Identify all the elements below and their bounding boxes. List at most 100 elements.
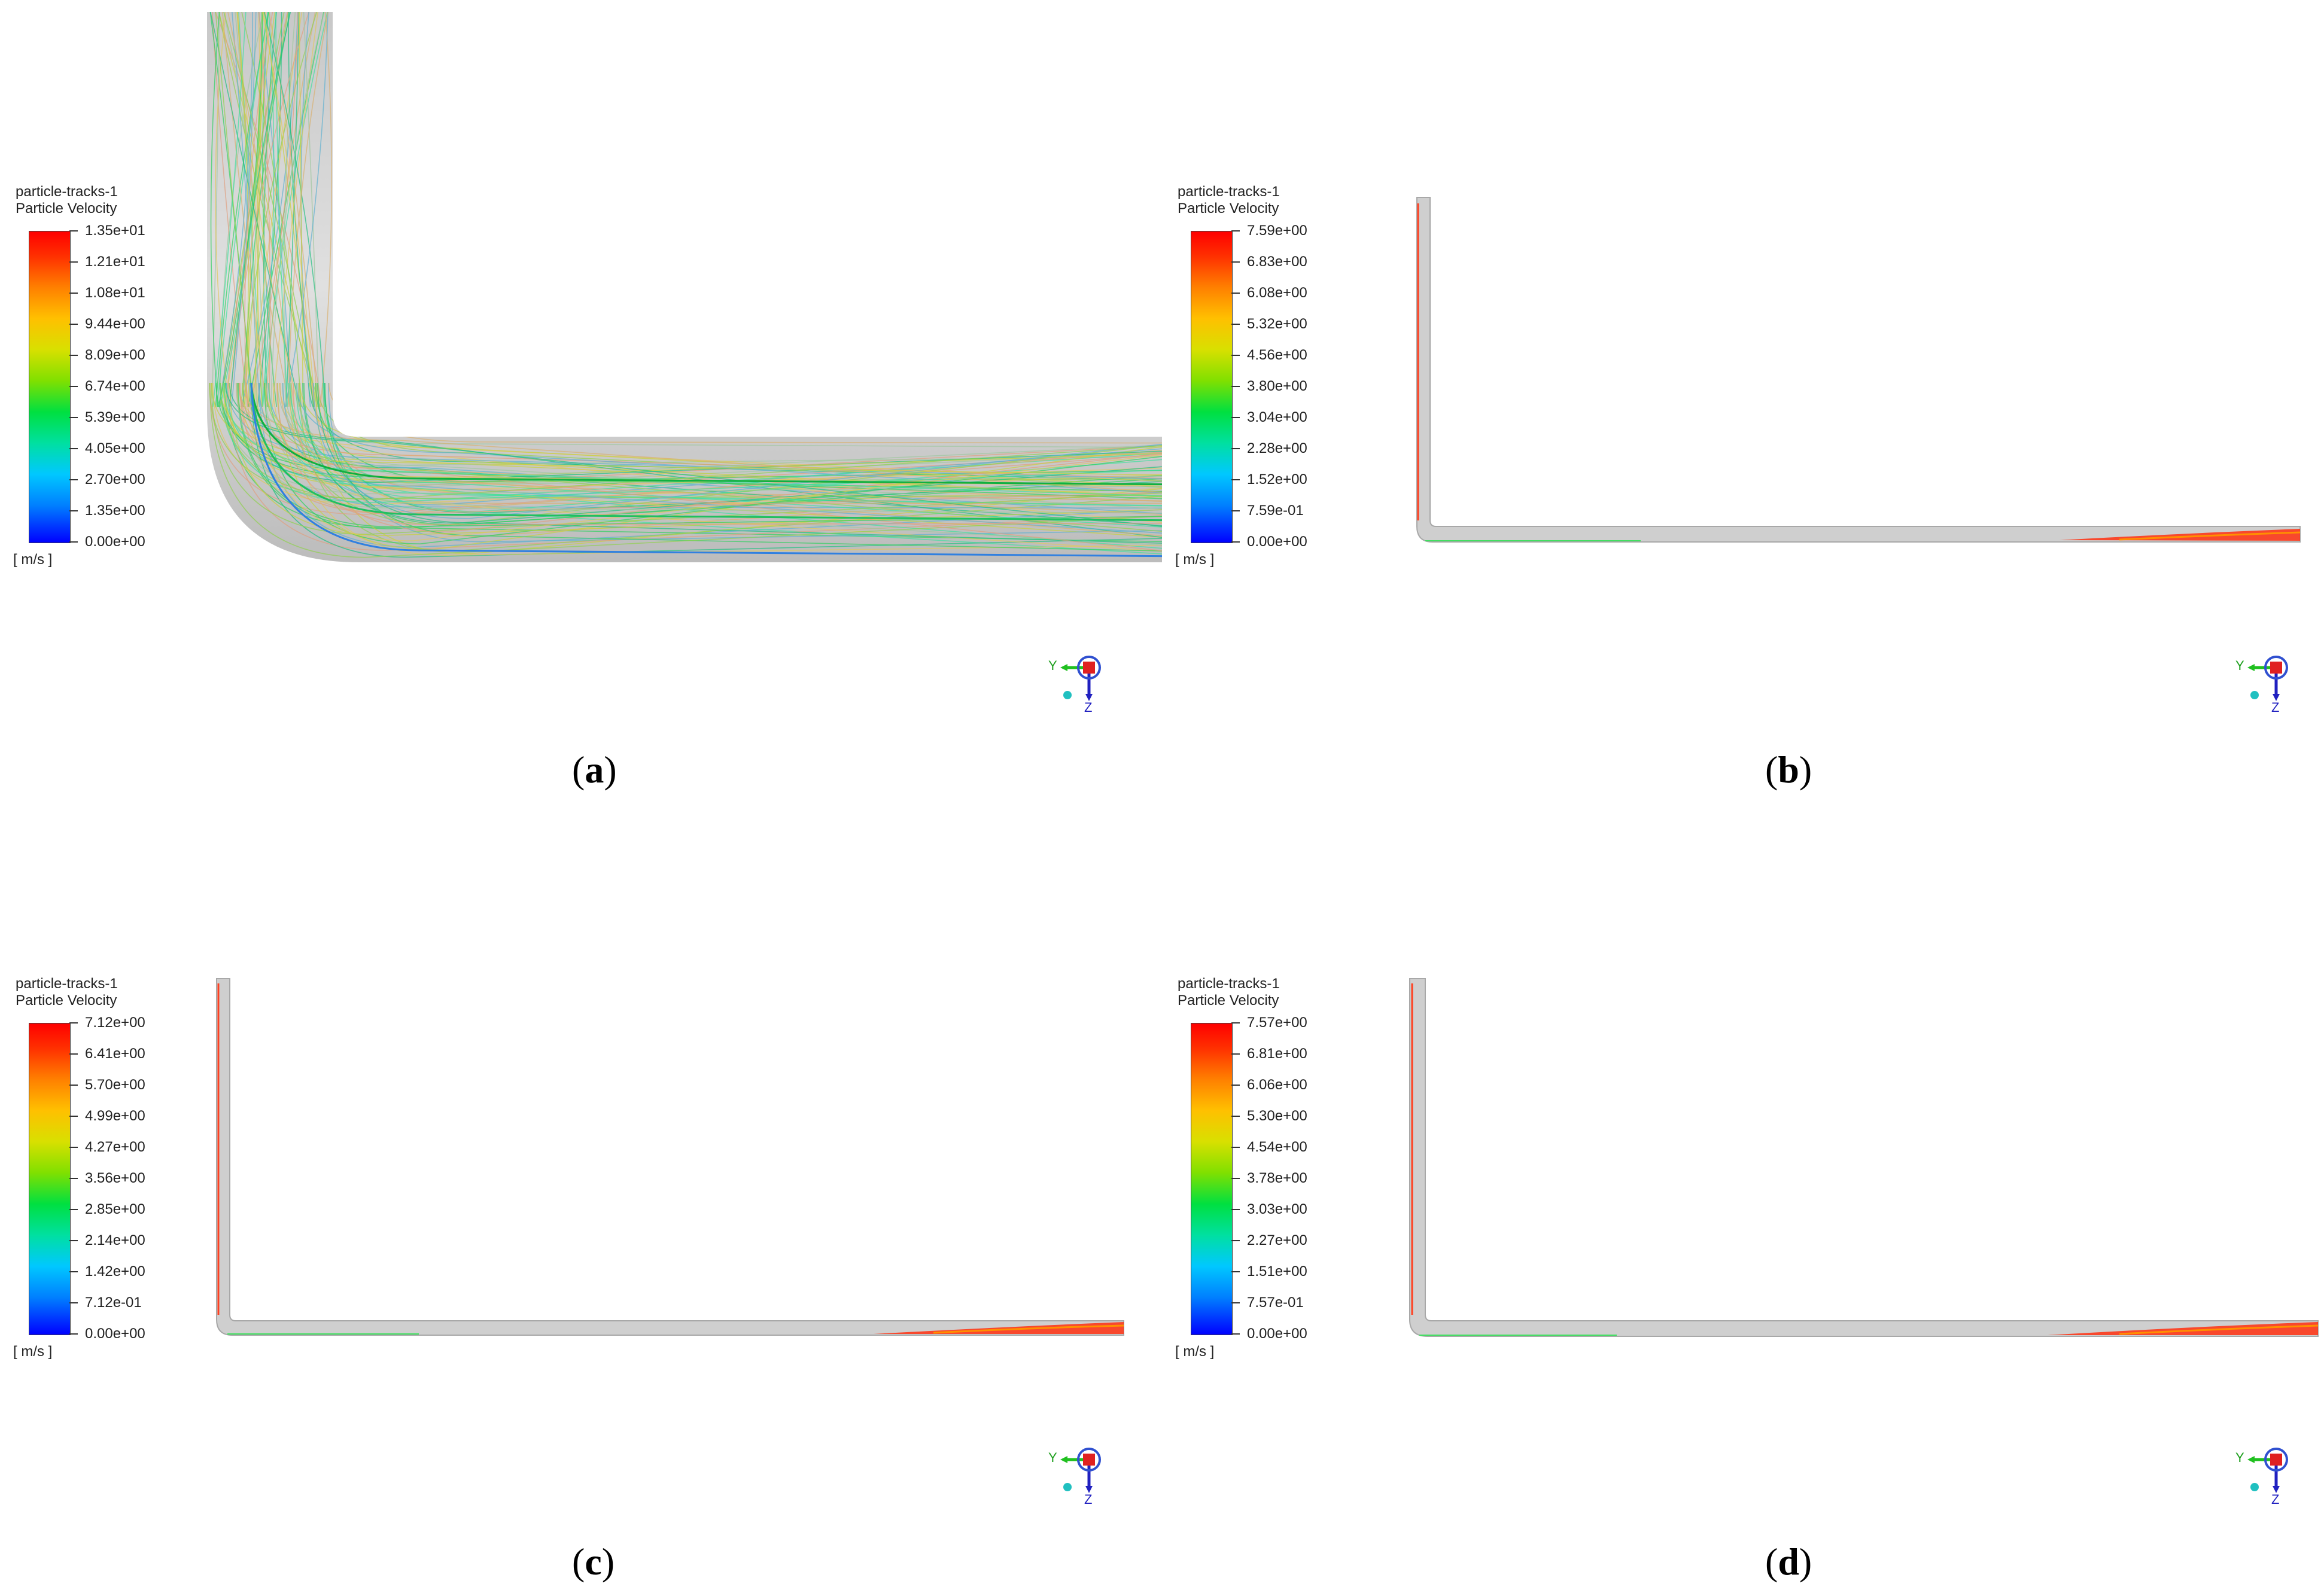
particle-tracks xyxy=(209,12,1162,558)
particle-track xyxy=(226,382,1162,480)
caption-letter: d xyxy=(1778,1540,1799,1583)
particle-track xyxy=(218,12,263,407)
legend-title: particle-tracks-1 xyxy=(1178,184,1280,200)
colorbar-tick-label: 9.44e+00 xyxy=(85,316,145,332)
colorbar-tick-label: 7.57e-01 xyxy=(1247,1294,1304,1311)
legend-variable: Particle Velocity xyxy=(1178,200,1279,217)
colorbar-tick-label: 5.32e+00 xyxy=(1247,316,1307,332)
colorbar-tick-label: 5.39e+00 xyxy=(85,409,145,425)
colorbar-tick xyxy=(1231,1271,1240,1272)
colorbar xyxy=(29,231,71,543)
caption-paren-open: ( xyxy=(572,1540,585,1583)
particle-track xyxy=(238,382,1162,480)
colorbar-tick-label: 2.27e+00 xyxy=(1247,1232,1307,1248)
colorbar-tick-label: 3.78e+00 xyxy=(1247,1170,1307,1186)
particle-track xyxy=(222,12,267,407)
legend-variable: Particle Velocity xyxy=(16,200,117,217)
caption-paren-close: ) xyxy=(1799,748,1812,791)
particle-track xyxy=(224,382,1162,531)
colorbar-tick xyxy=(1231,541,1240,543)
particle-track xyxy=(209,12,301,407)
colorbar-tick xyxy=(69,417,78,418)
colorbar-tick-label: 1.35e+00 xyxy=(85,502,145,519)
particle-track xyxy=(238,382,1162,555)
colorbar-tick xyxy=(69,324,78,325)
colorbar-tick-label: 6.41e+00 xyxy=(85,1046,145,1062)
particle-track xyxy=(215,12,254,407)
colorbar-tick xyxy=(69,293,78,294)
particle-track xyxy=(222,382,1162,480)
colorbar-tick-label: 7.59e-01 xyxy=(1247,502,1304,519)
colorbar xyxy=(1191,1023,1233,1335)
colorbar-tick-label: 1.21e+01 xyxy=(85,254,145,270)
colorbar-tick-label: 1.35e+01 xyxy=(85,223,145,239)
colorbar-tick-label: 6.08e+00 xyxy=(1247,285,1307,301)
colorbar-tick xyxy=(1231,1116,1240,1117)
colorbar-tick xyxy=(69,1178,78,1179)
particle-track xyxy=(229,12,291,407)
legend-variable: Particle Velocity xyxy=(16,992,117,1009)
colorbar-tick xyxy=(1231,1022,1240,1023)
particle-track xyxy=(250,382,1162,558)
particle-track xyxy=(285,12,328,407)
colorbar-tick-label: 6.81e+00 xyxy=(1247,1046,1307,1062)
particle-track xyxy=(241,12,299,407)
particle-track xyxy=(293,382,1162,532)
colorbar-tick xyxy=(69,541,78,543)
particle-track xyxy=(322,382,1162,537)
particle-track xyxy=(211,382,1162,476)
caption-paren-open: ( xyxy=(1765,748,1778,791)
panel-caption: (b) xyxy=(1765,748,1812,792)
colorbar-tick-label: 0.00e+00 xyxy=(1247,534,1307,550)
particle-track xyxy=(275,12,288,407)
legend-title: particle-tracks-1 xyxy=(16,184,118,200)
colorbar-tick xyxy=(69,1147,78,1148)
colorbar-tick xyxy=(1231,355,1240,356)
particle-track xyxy=(229,12,309,407)
particle-track xyxy=(320,12,333,407)
particle-track xyxy=(272,12,319,407)
axis-triad-icon xyxy=(2247,1448,2288,1493)
caption-letter: a xyxy=(585,748,604,791)
colorbar-tick-label: 0.00e+00 xyxy=(1247,1326,1307,1342)
axis-z-label: Z xyxy=(1084,1492,1093,1507)
caption-paren-open: ( xyxy=(572,748,585,791)
colorbar-tick xyxy=(1231,510,1240,511)
colorbar-tick xyxy=(69,386,78,387)
axis-triad-icon xyxy=(1060,656,1101,701)
pipe-full-view xyxy=(1416,197,2301,543)
orange-track-outlet xyxy=(933,1324,1124,1334)
pipe-elbow-closeup xyxy=(207,12,1162,562)
colorbar-tick-label: 3.04e+00 xyxy=(1247,409,1307,425)
panel-caption: (c) xyxy=(572,1540,615,1584)
particle-track xyxy=(229,382,1162,542)
particle-track xyxy=(279,382,1162,516)
colorbar-tick-label: 3.80e+00 xyxy=(1247,378,1307,394)
axis-z-label: Z xyxy=(1084,700,1093,715)
panel-c: particle-tracks-1 Particle Velocity 7.12e+… xyxy=(0,792,1162,1584)
colorbar-tick xyxy=(69,1333,78,1335)
particle-track xyxy=(302,382,1162,524)
colorbar-tick-label: 5.70e+00 xyxy=(85,1077,145,1093)
colorbar-tick-label: 2.14e+00 xyxy=(85,1232,145,1248)
particle-track xyxy=(215,12,269,407)
colorbar-tick-label: 3.56e+00 xyxy=(85,1170,145,1186)
colorbar-tick xyxy=(69,1085,78,1086)
colorbar-tick xyxy=(1231,1147,1240,1148)
colorbar-tick-label: 4.27e+00 xyxy=(85,1139,145,1155)
colorbar-tick-label: 5.30e+00 xyxy=(1247,1108,1307,1124)
colorbar-tick xyxy=(69,230,78,231)
colorbar-tick xyxy=(1231,261,1240,263)
colorbar-tick-label: 3.03e+00 xyxy=(1247,1201,1307,1217)
axis-z-label: Z xyxy=(2271,1492,2280,1507)
colorbar-tick-label: 2.70e+00 xyxy=(85,471,145,488)
colorbar-tick-label: 4.99e+00 xyxy=(85,1108,145,1124)
colorbar-tick-label: 2.85e+00 xyxy=(85,1201,145,1217)
particle-track xyxy=(262,12,316,407)
colorbar-tick xyxy=(69,261,78,263)
particle-track xyxy=(229,382,1162,536)
particle-track xyxy=(250,382,1162,522)
axis-y-label: Y xyxy=(1048,658,1057,673)
colorbar-tick xyxy=(1231,324,1240,325)
colorbar-tick-label: 8.09e+00 xyxy=(85,347,145,363)
